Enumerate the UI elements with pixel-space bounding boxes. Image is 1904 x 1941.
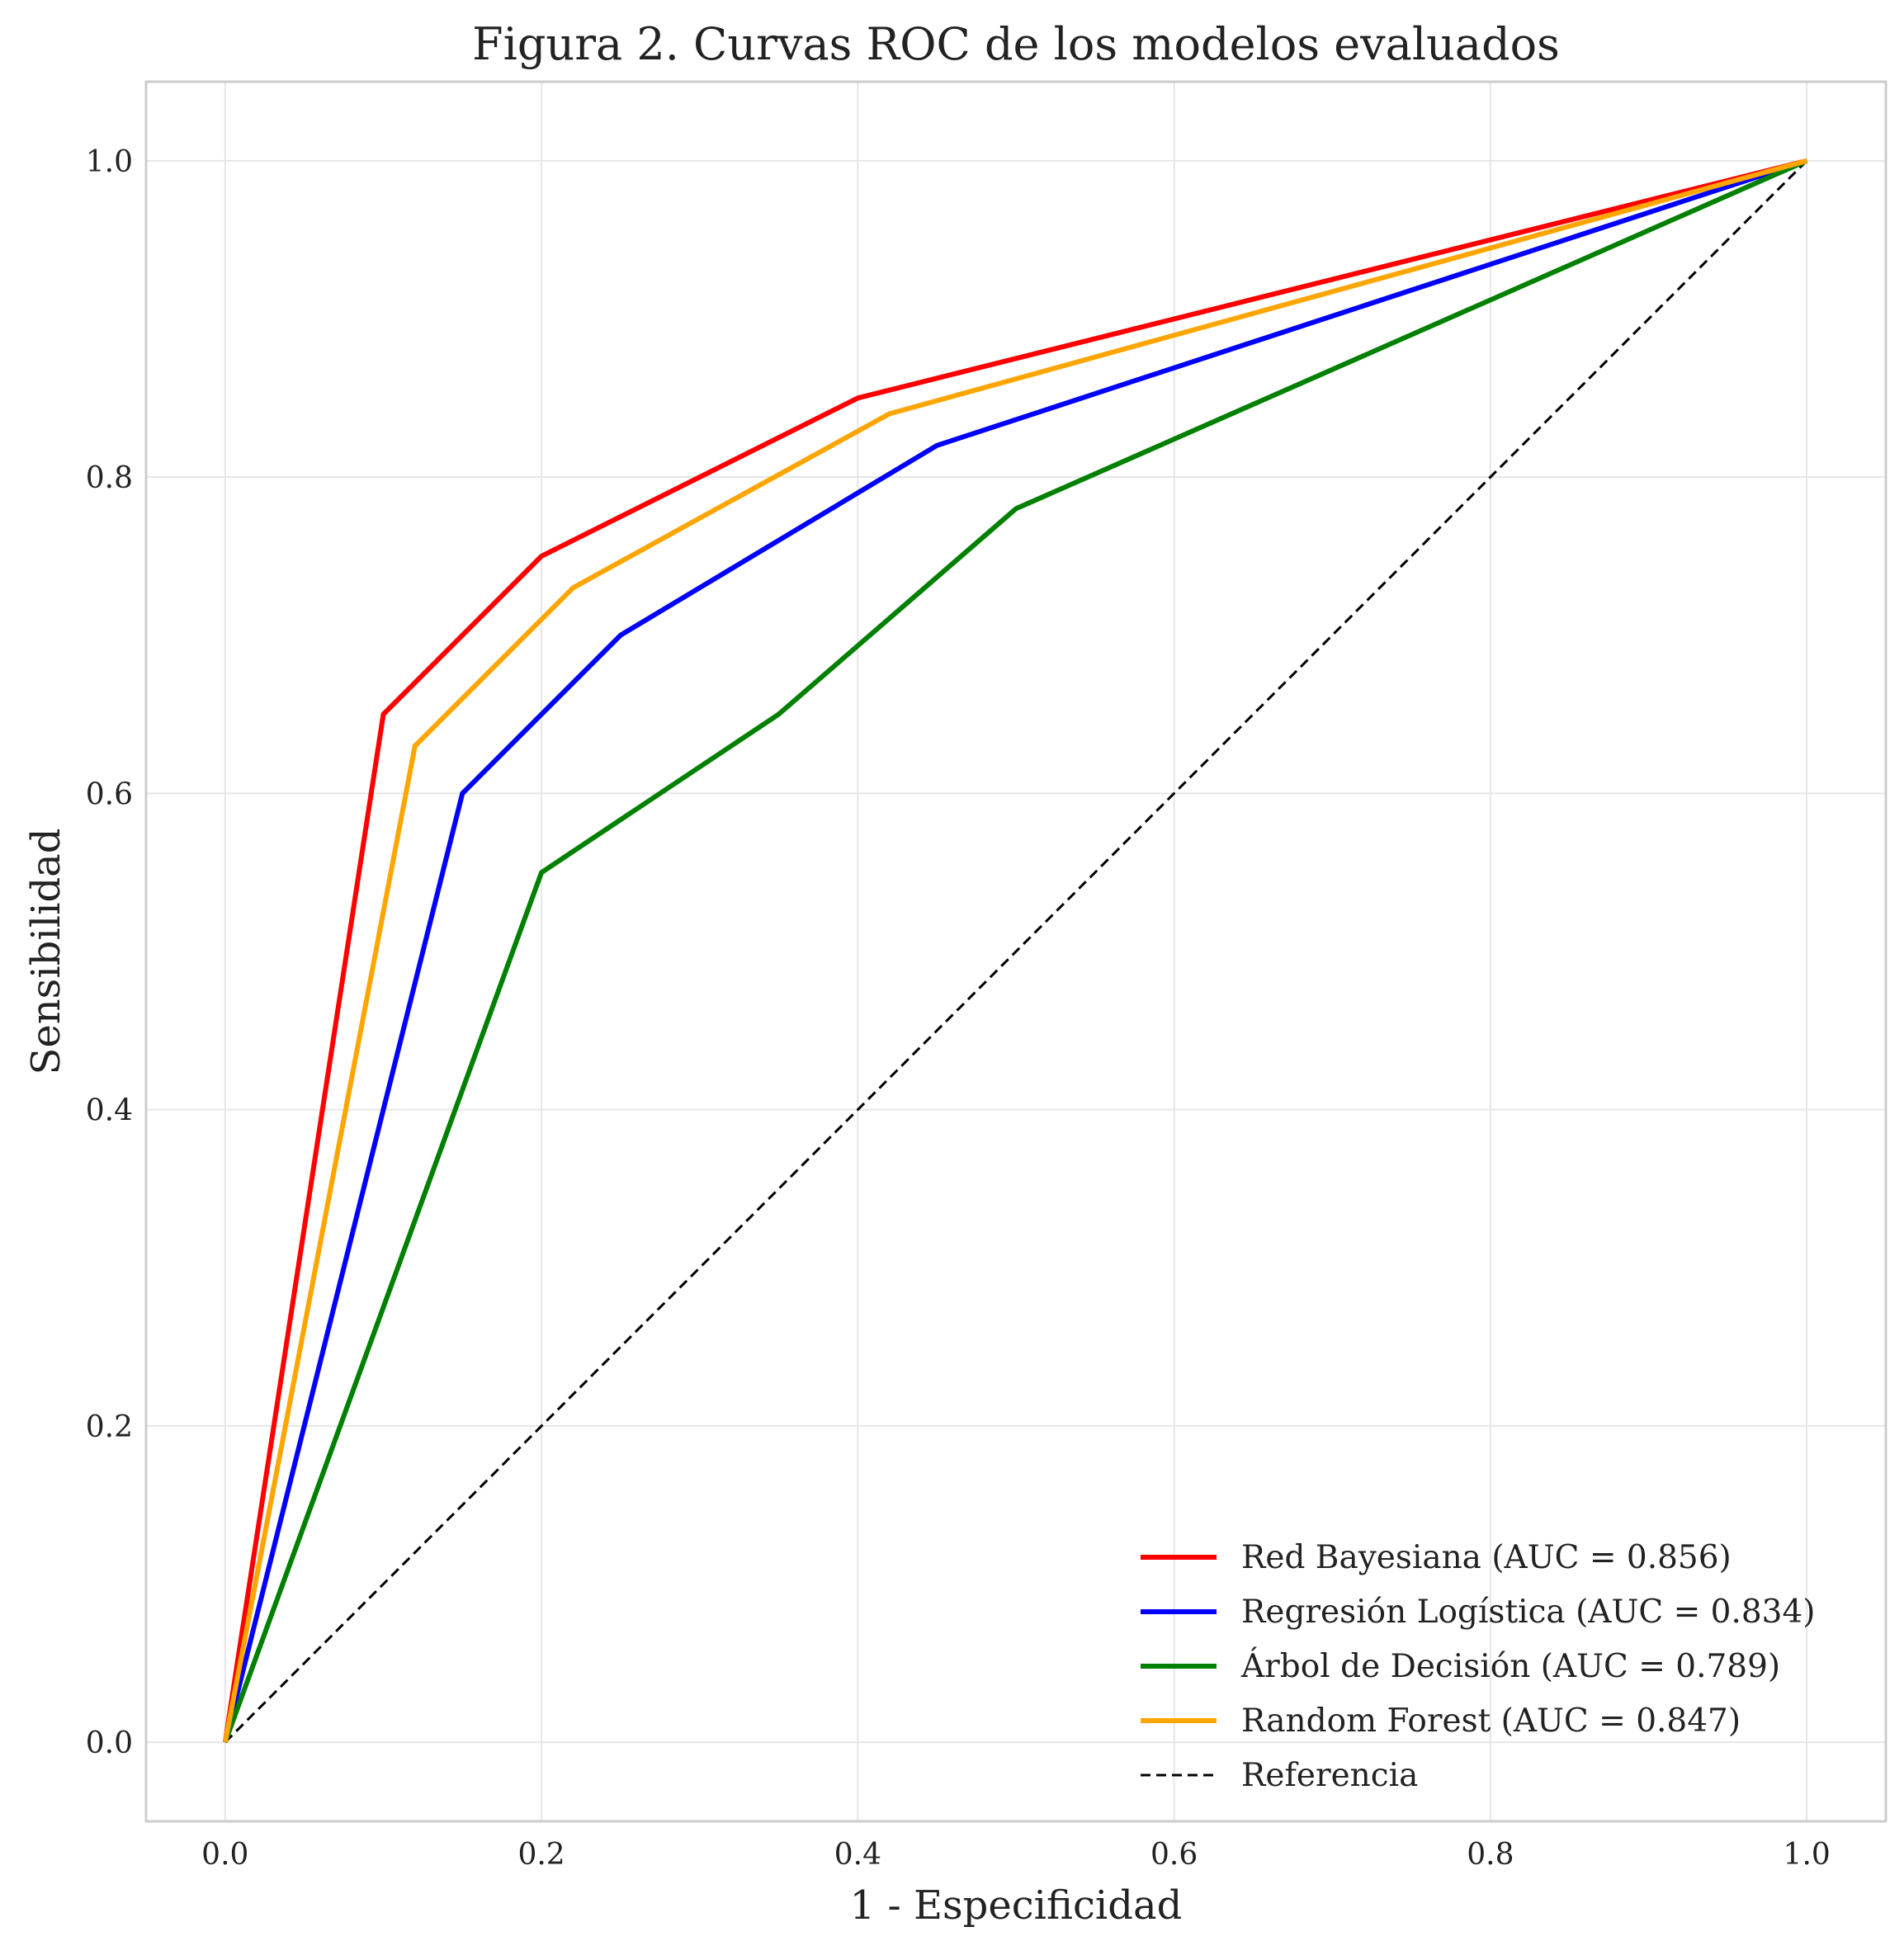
x-tick-label: 0.0 bbox=[201, 1838, 248, 1872]
series-line-4 bbox=[224, 159, 1808, 1744]
legend-label: Árbol de Decisión (AUC = 0.789) bbox=[1240, 1646, 1780, 1685]
legend-label: Red Bayesiana (AUC = 0.856) bbox=[1241, 1539, 1732, 1576]
legend: Red Bayesiana (AUC = 0.856) Regresión Log… bbox=[1141, 1539, 1816, 1794]
x-axis-label: 1 - Especificidad bbox=[850, 1882, 1183, 1929]
legend-label: Regresión Logística (AUC = 0.834) bbox=[1241, 1594, 1816, 1631]
legend-label: Referencia bbox=[1241, 1757, 1418, 1794]
y-tick-label: 0.0 bbox=[86, 1726, 133, 1760]
series-line-1 bbox=[222, 158, 1808, 1743]
x-tick-label: 0.6 bbox=[1150, 1838, 1198, 1872]
series-line-0 bbox=[222, 158, 1807, 1743]
y-tick-label: 1.0 bbox=[86, 145, 133, 179]
series-layer bbox=[222, 158, 1808, 1744]
x-tick-label: 1.0 bbox=[1784, 1838, 1831, 1872]
tick-layer: 0.0 0.2 0.4 0.6 0.8 1.0 0.0 0.2 0.4 0.6 0.8 1.0 bbox=[86, 145, 1831, 1872]
y-tick-label: 0.8 bbox=[86, 461, 133, 495]
x-tick-label: 0.8 bbox=[1467, 1838, 1514, 1872]
x-tick-label: 0.2 bbox=[517, 1838, 565, 1872]
plot-frame bbox=[144, 80, 1887, 1823]
chart-title: Figura 2. Curvas ROC de los modelos eval… bbox=[472, 18, 1560, 70]
y-tick-label: 0.4 bbox=[86, 1094, 133, 1128]
series-line-2 bbox=[222, 158, 1808, 1744]
y-tick-label: 0.6 bbox=[86, 777, 133, 811]
series-line-3 bbox=[222, 158, 1807, 1743]
legend-label: Random Forest (AUC = 0.847) bbox=[1241, 1703, 1741, 1740]
y-axis-label: Sensibilidad bbox=[23, 828, 69, 1074]
grid-layer bbox=[146, 82, 1886, 1821]
x-tick-label: 0.4 bbox=[834, 1838, 881, 1872]
y-tick-label: 0.2 bbox=[86, 1410, 133, 1444]
